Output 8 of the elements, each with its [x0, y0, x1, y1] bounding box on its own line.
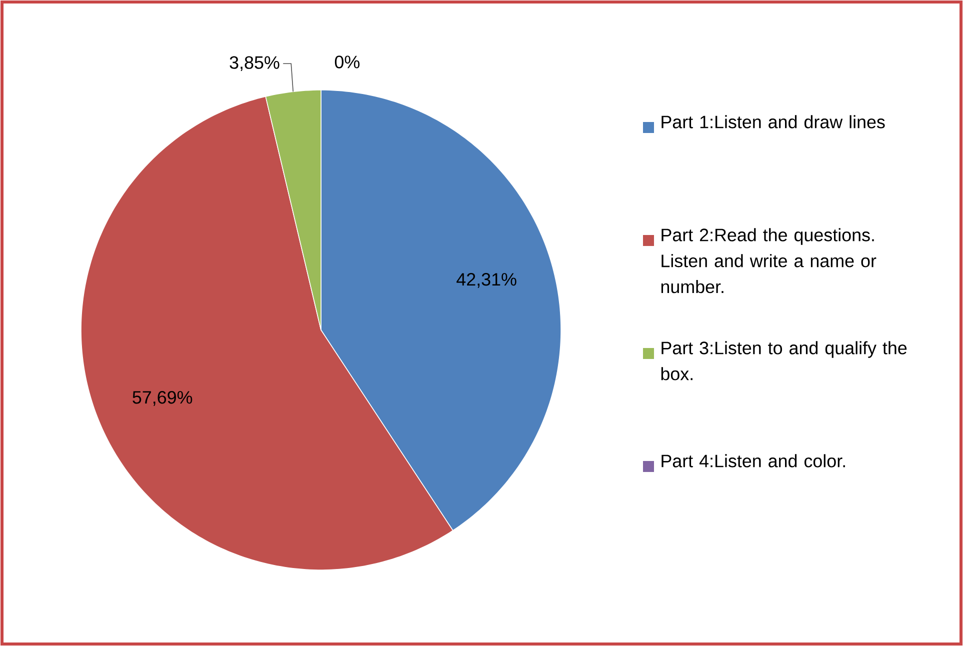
legend-label: Part 3:Listen to and qualify the box. — [661, 341, 907, 380]
legend-label: Part 4:Listen and color. — [662, 454, 845, 468]
legend-label: Part 1:Listen and draw lines — [662, 115, 885, 128]
data-label: 57,69% — [132, 391, 192, 406]
legend-label: Part 2:Read the questions. Listen and write a name or number. — [661, 228, 876, 294]
text: 0% — [334, 56, 360, 68]
data-label: 3,85% — [230, 56, 280, 72]
data-label: 42,31% — [456, 273, 516, 288]
